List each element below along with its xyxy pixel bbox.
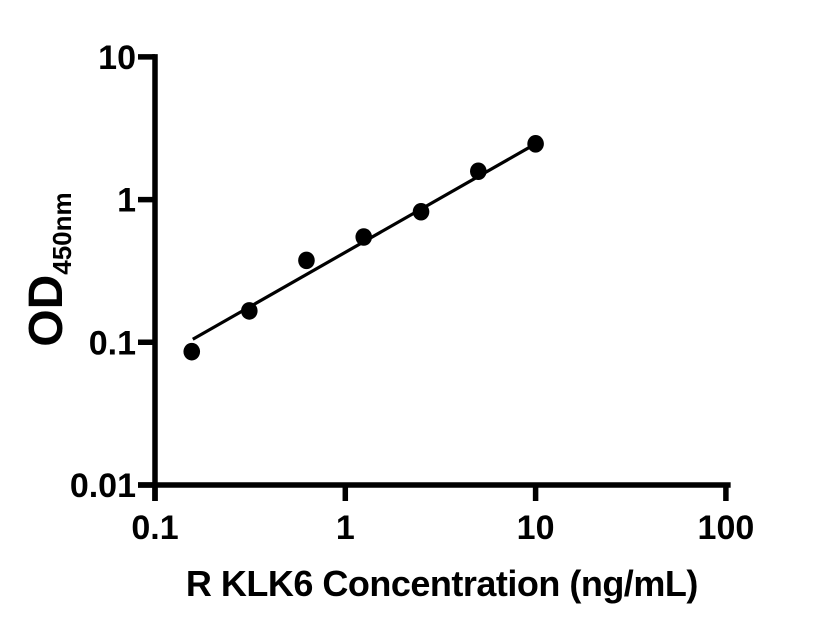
x-tick-label-100: 100	[698, 509, 755, 547]
data-point-7	[527, 135, 544, 153]
x-tick-label-0.1: 0.1	[131, 509, 178, 547]
data-point-3	[298, 251, 315, 270]
axes	[138, 54, 731, 501]
data-point-4	[355, 228, 373, 246]
y-tick-label-0.1: 0.1	[89, 324, 136, 362]
x-tick-label-10: 10	[517, 509, 555, 547]
y-tick-label-1: 1	[117, 182, 136, 220]
data-point-2	[241, 302, 258, 320]
y-axis-title-main: OD	[20, 275, 73, 347]
x-axis-title: R KLK6 Concentration (ng/mL)	[186, 563, 698, 604]
axis-ticks	[138, 54, 729, 501]
y-axis-title-subscript: 450nm	[47, 192, 77, 274]
tick-labels: 0.01 0.1 1 10 0.1 1 10 100	[70, 39, 754, 547]
data-point-6	[470, 162, 487, 181]
data-point-5	[412, 202, 430, 221]
y-tick-label-0.01: 0.01	[70, 467, 136, 505]
data-point-1	[183, 342, 201, 361]
x-tick-label-1: 1	[336, 509, 355, 547]
y-axis-title: OD450nm	[20, 192, 77, 346]
data-points-group	[183, 135, 544, 361]
axis-titles: R KLK6 Concentration (ng/mL) OD450nm	[20, 192, 698, 604]
y-tick-label-10: 10	[98, 39, 136, 77]
